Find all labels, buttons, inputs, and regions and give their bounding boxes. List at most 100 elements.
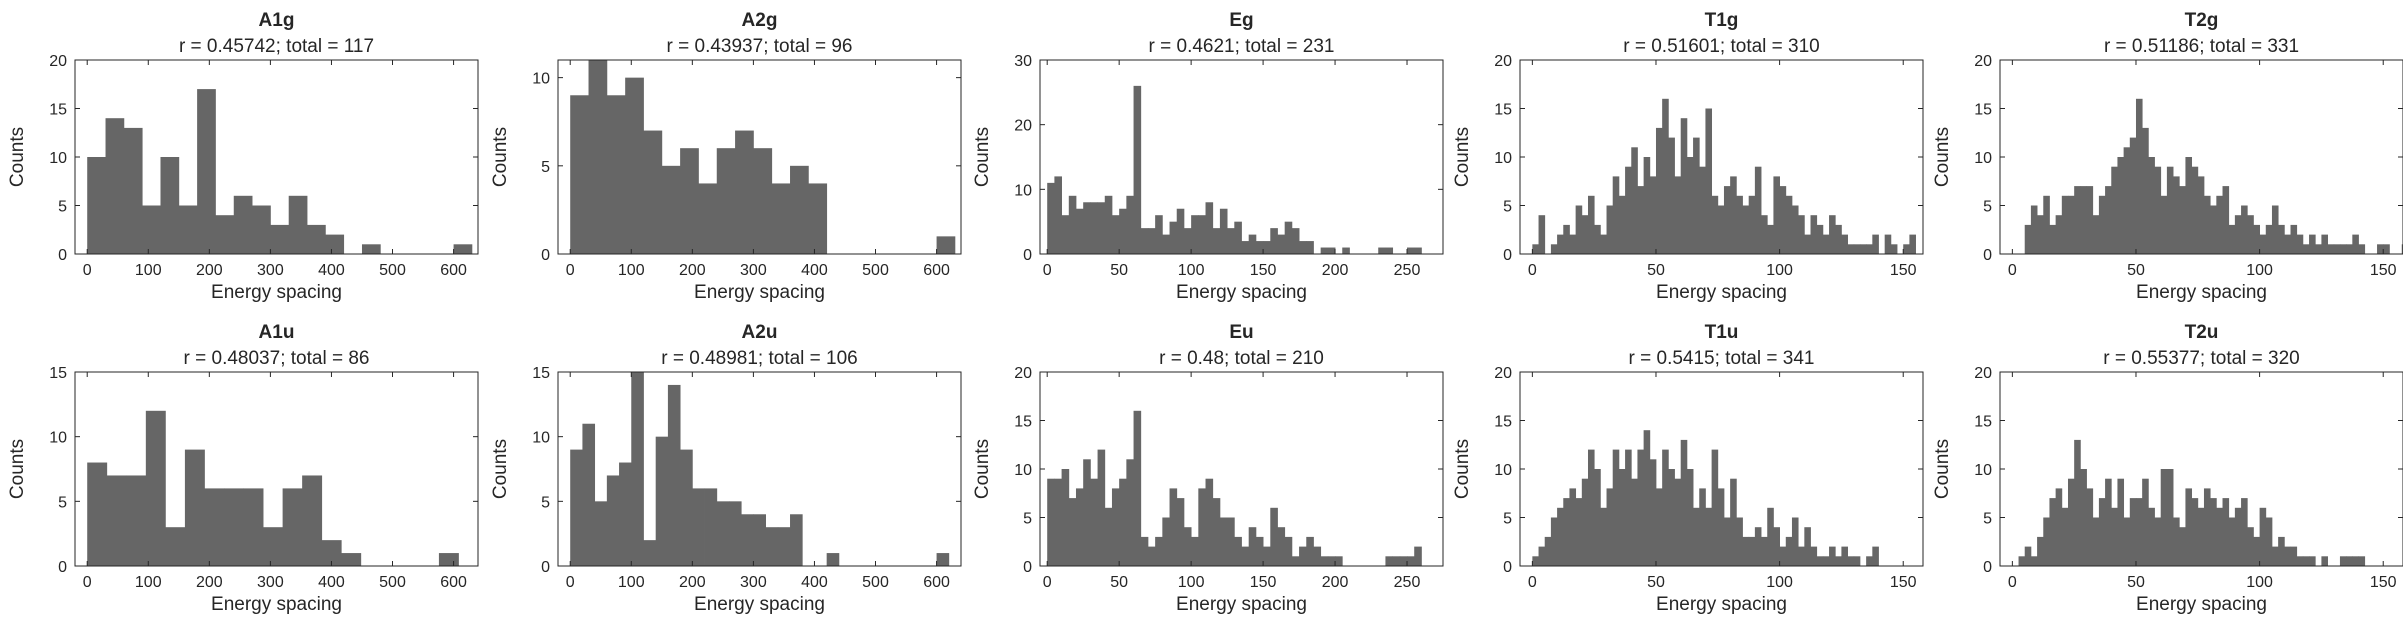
- histogram-bar: [184, 449, 205, 566]
- histogram-bar: [1674, 176, 1682, 254]
- histogram-bar: [243, 488, 264, 566]
- histogram-bar: [1248, 527, 1257, 566]
- histogram-bar: [2228, 224, 2236, 254]
- y-tick-label: 10: [1014, 182, 1032, 199]
- histogram-bar: [1717, 205, 1725, 254]
- histogram-bar: [2222, 498, 2230, 566]
- x-tick-label: 600: [440, 262, 467, 279]
- histogram-bar: [625, 77, 644, 254]
- histogram-bar: [2098, 195, 2106, 254]
- axes-box: [557, 371, 962, 567]
- histogram-bar: [1219, 208, 1228, 254]
- histogram-bar: [145, 410, 166, 566]
- chart-subtitle: r = 0.51186; total = 331: [2104, 36, 2299, 57]
- x-tick-label: 0: [2008, 262, 2017, 279]
- histogram-bar: [582, 423, 596, 566]
- x-tick-label: 200: [1322, 262, 1349, 279]
- histogram-bar: [2203, 195, 2211, 254]
- histogram-bar: [1550, 244, 1558, 254]
- histogram-bar: [2067, 478, 2075, 566]
- histogram-bar: [1205, 478, 1214, 566]
- histogram-bar: [1655, 127, 1663, 254]
- histogram-bar: [263, 527, 284, 566]
- histogram-bar: [680, 449, 693, 566]
- y-axis-label: Counts: [1452, 127, 1473, 187]
- histogram-bar: [2339, 556, 2347, 566]
- histogram-bar: [1212, 498, 1221, 566]
- histogram-bar: [1306, 241, 1314, 254]
- y-tick-label: 15: [49, 102, 67, 119]
- chart-title: Eu: [1229, 322, 1253, 343]
- histogram-bar: [1680, 118, 1688, 254]
- x-tick-label: 0: [1043, 574, 1052, 591]
- x-tick-label: 150: [1250, 574, 1277, 591]
- histogram-bar: [2271, 205, 2279, 254]
- histogram-bar: [2049, 498, 2057, 566]
- histogram-bar: [1717, 488, 1725, 566]
- histogram-bar: [1575, 205, 1583, 254]
- histogram-bar: [1538, 215, 1546, 254]
- histogram-bar: [1219, 517, 1228, 566]
- y-axis-label: Counts: [1932, 127, 1953, 187]
- histogram-bar: [1804, 527, 1811, 566]
- histogram-bar: [1761, 536, 1768, 566]
- histogram-bar: [765, 527, 779, 566]
- histogram-bar: [105, 118, 125, 254]
- x-tick-label: 500: [862, 574, 889, 591]
- x-tick-label: 150: [2370, 574, 2397, 591]
- histogram-bar: [288, 195, 308, 254]
- histogram-bar: [1773, 176, 1780, 254]
- histogram-bar: [1767, 507, 1774, 566]
- histogram-bar: [1693, 507, 1700, 566]
- histogram-bar: [1399, 556, 1408, 566]
- x-tick-label: 100: [2246, 574, 2273, 591]
- histogram-bar: [1176, 498, 1185, 566]
- histogram-bar: [2210, 498, 2217, 566]
- histogram-bar: [2234, 215, 2242, 254]
- histogram-bar: [1104, 195, 1113, 254]
- histogram-bar: [204, 488, 225, 566]
- histogram-bar: [1054, 478, 1062, 566]
- chart-panel-a2g: 0 100 200 300 400 500 600 0 5 10 A2g r = 0.43937; t…: [490, 10, 962, 303]
- histogram-bar: [2309, 556, 2316, 566]
- histogram-bar: [1155, 215, 1163, 254]
- histogram-bar: [361, 244, 381, 254]
- chart-panel-a1g: 0 100 200 300 400 500 600 0 5 10 15 20 A1g r = 0.4574…: [7, 10, 479, 303]
- histogram-bar: [178, 205, 198, 254]
- chart-subtitle: r = 0.55377; total = 320: [2103, 348, 2300, 369]
- chart-panel-a1u: 0 100 200 300 400 500 600 0 5 10 15 A1u r = 0.48037;…: [7, 322, 479, 615]
- histogram-bar: [1594, 224, 1601, 254]
- histogram-bar: [2024, 224, 2032, 254]
- y-tick-label: 5: [58, 199, 67, 216]
- histogram-bar: [1291, 556, 1300, 566]
- histogram-bar: [1126, 195, 1134, 254]
- histogram-bar: [1872, 546, 1879, 566]
- histogram-bar: [2271, 546, 2279, 566]
- histogram-bar: [1270, 228, 1278, 254]
- histogram-bar: [1791, 517, 1799, 566]
- x-tick-label: 600: [440, 574, 467, 591]
- chart-title: T1g: [1705, 10, 1739, 31]
- y-axis-label: Counts: [7, 439, 28, 499]
- x-tick-label: 200: [196, 574, 223, 591]
- histogram-bar: [2265, 224, 2273, 254]
- histogram-bar: [2203, 488, 2211, 566]
- histogram-bar: [1162, 234, 1170, 254]
- x-tick-label: 100: [1766, 262, 1793, 279]
- histogram-bar: [1748, 536, 1756, 566]
- histogram-bar: [2321, 556, 2328, 566]
- x-tick-label: 600: [923, 262, 950, 279]
- chart-title: A2g: [742, 10, 778, 31]
- chart-subtitle: r = 0.4621; total = 231: [1149, 36, 1335, 57]
- histogram-bar: [1754, 166, 1762, 254]
- chart-subtitle: r = 0.48037; total = 86: [184, 348, 370, 369]
- chart-panel-eu: 0 50 100 150 200 250 0 5 10 15 20 Eu r = 0.48; total…: [972, 322, 1444, 615]
- x-axis-label: Energy spacing: [1656, 282, 1787, 303]
- x-tick-label: 200: [196, 262, 223, 279]
- x-tick-label: 400: [318, 262, 345, 279]
- x-tick-label: 0: [566, 574, 575, 591]
- histogram-bar: [661, 165, 681, 254]
- histogram-bar: [1903, 244, 1910, 254]
- x-axis-label: Energy spacing: [694, 282, 825, 303]
- histogram-bar: [2018, 556, 2026, 566]
